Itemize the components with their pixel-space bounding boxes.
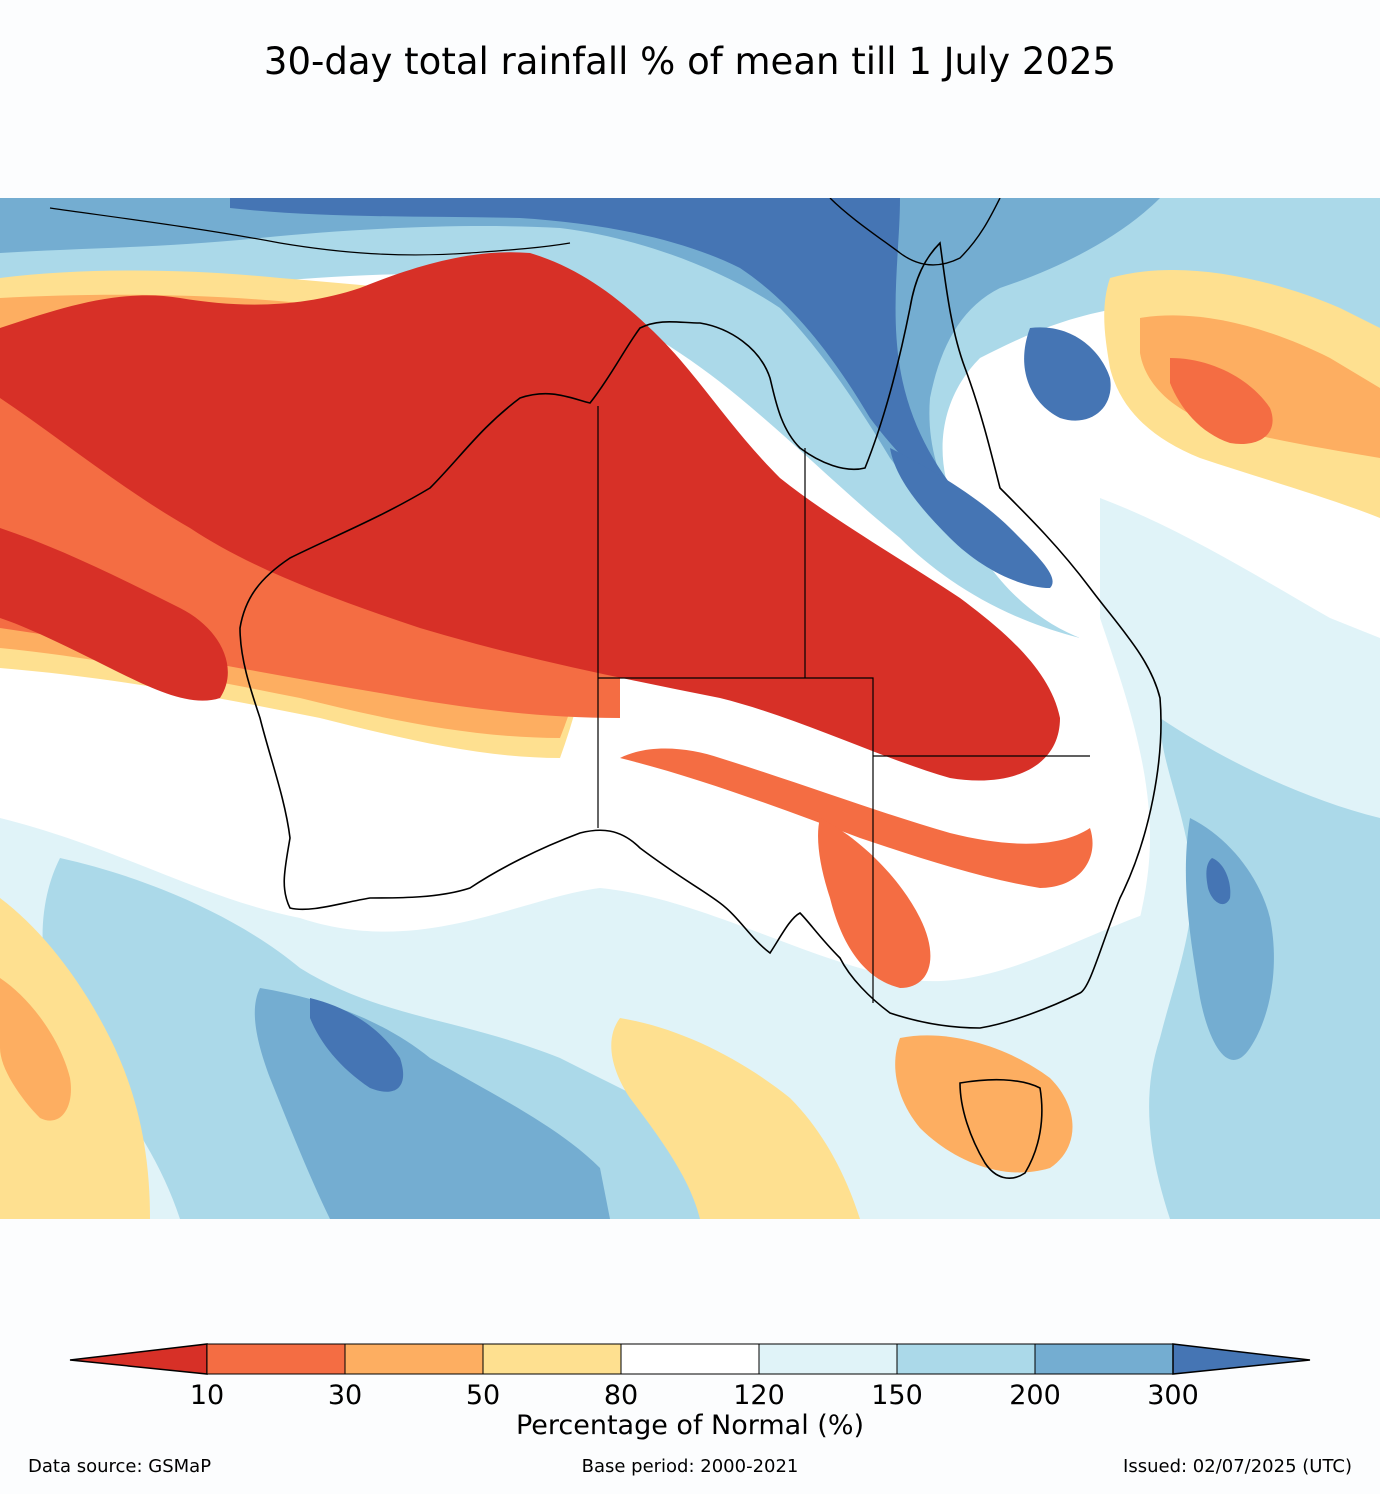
- north-darkblue-region: [230, 198, 980, 518]
- south-yellow-region: [611, 1018, 860, 1219]
- colorbar-segment-30-50: [344, 1343, 484, 1375]
- indonesia-coastline: [49, 207, 571, 256]
- colorbar-segment-10-30: [206, 1343, 346, 1375]
- colorbar-tick: 50: [465, 1380, 501, 1411]
- colorbar-extend-high: [1172, 1343, 1311, 1375]
- southwest-yellow-region: [0, 898, 150, 1219]
- rainfall-map: [0, 198, 1380, 1219]
- tasman-darkblue-patch: [1206, 858, 1231, 905]
- colorbar: [69, 1343, 1311, 1375]
- colorbar-segment-80-120: [620, 1343, 760, 1375]
- issued-date: Issued: 02/07/2025 (UTC): [1123, 1456, 1352, 1477]
- colorbar-segment-200-300: [1034, 1343, 1174, 1375]
- coral-sea-darkblue-region: [890, 448, 1053, 588]
- southern-ocean-blue-region: [42, 858, 801, 1219]
- data-source: Data source: GSMaP: [28, 1456, 212, 1477]
- colorbar-extend-low: [69, 1343, 208, 1375]
- map-title: 30-day total rainfall % of mean till 1 J…: [263, 40, 1117, 83]
- colorbar-tick: 300: [1147, 1380, 1199, 1411]
- northeast-orange-region: [1170, 358, 1273, 444]
- tasmania-coastline: [959, 1078, 1043, 1179]
- south-central-orange-region: [818, 818, 931, 988]
- rainfall-map-canvas: [0, 198, 1380, 1219]
- australia-coastline: [239, 241, 1162, 1029]
- new-guinea-coastline: [829, 198, 1001, 266]
- colorbar-tick: 150: [871, 1380, 923, 1411]
- colorbar-tick: 200: [1009, 1380, 1061, 1411]
- colorbar-tick: 10: [189, 1380, 225, 1411]
- northeast-lightorange-region: [1140, 315, 1380, 458]
- colorbar-segment-120-150: [758, 1343, 898, 1375]
- central-orange-fringe: [620, 748, 1093, 888]
- southwest-lightorange-patch: [0, 978, 71, 1121]
- colorbar-tick: 30: [327, 1380, 363, 1411]
- colorbar-segment-50-80: [482, 1343, 622, 1375]
- colorbar-tick: 120: [733, 1380, 785, 1411]
- central-darkred-region: [0, 252, 1060, 781]
- state-borders: [597, 406, 1090, 1003]
- tasmania-orange-region: [895, 1035, 1073, 1173]
- colorbar-tick: 80: [603, 1380, 639, 1411]
- coral-sea-darkblue-patch: [1024, 327, 1111, 421]
- colorbar-label: Percentage of Normal (%): [515, 1410, 865, 1441]
- west-darkred-lobe: [0, 528, 228, 701]
- colorbar-segment-150-200: [896, 1343, 1036, 1375]
- southern-ocean-darkblue-patch: [310, 998, 404, 1092]
- base-period: Base period: 2000-2021: [581, 1456, 799, 1477]
- north-blue-region: [0, 198, 1380, 638]
